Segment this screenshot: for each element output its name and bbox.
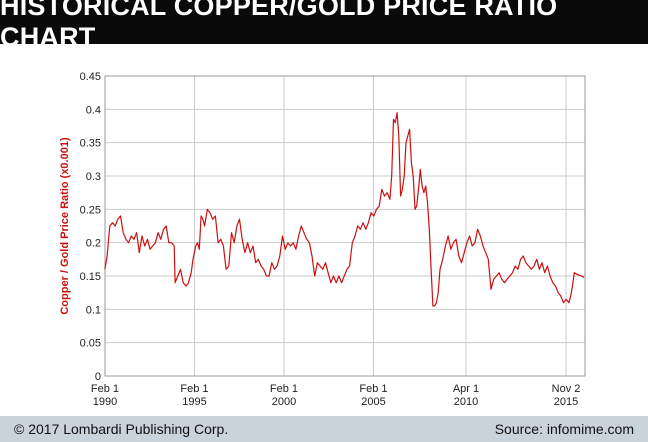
y-tick-label: 0.15 (80, 271, 101, 283)
y-tick-label: 0.2 (86, 238, 101, 250)
series-line (104, 112, 585, 307)
x-tick-label-line1: Nov 2 (552, 383, 581, 395)
x-tick-label-line2: 2010 (454, 396, 478, 408)
y-tick-label: 0.25 (80, 204, 101, 216)
x-tick-label-line2: 2000 (272, 396, 296, 408)
x-tick-label-line1: Feb 1 (180, 383, 208, 395)
y-tick-label: 0.4 (86, 104, 101, 116)
source-text: Source: infomime.com (494, 421, 634, 437)
x-tick-label-line1: Apr 1 (453, 383, 479, 395)
x-tick-label-line2: 2015 (554, 396, 578, 408)
y-tick-label: 0.3 (86, 171, 101, 183)
title-bar: HISTORICAL COPPER/GOLD PRICE RATIO CHART (0, 0, 648, 52)
y-axis-label: Copper / Gold Price Ratio (x0.001) (59, 137, 71, 315)
x-tick-label-line2: 1990 (93, 396, 117, 408)
ratio-line-chart: 00.050.10.150.20.250.30.350.40.45 Feb 11… (59, 71, 586, 408)
x-tick-label-line2: 2005 (361, 396, 385, 408)
x-tick-label-line1: Feb 1 (270, 383, 298, 395)
plot-border (104, 75, 586, 377)
x-tick-label-line2: 1995 (182, 396, 206, 408)
y-tick-label: 0.35 (80, 138, 101, 150)
y-tick-label: 0 (95, 371, 101, 383)
y-axis-ticks: 0 0.05 0.1 0.15 0.2 0.25 0.3 0.35 0.4 0.45 (80, 71, 101, 383)
y-tick-label: 0.45 (80, 71, 101, 83)
y-tick-label: 0.05 (80, 338, 101, 350)
x-tick-label-line1: Feb 1 (359, 383, 387, 395)
plot-background (105, 76, 585, 376)
x-tick-label-line1: Feb 1 (91, 383, 119, 395)
copyright-text: © 2017 Lombardi Publishing Corp. (14, 421, 229, 437)
y-tick-label: 0.1 (86, 304, 101, 316)
footer: © 2017 Lombardi Publishing Corp. Source:… (0, 416, 648, 442)
